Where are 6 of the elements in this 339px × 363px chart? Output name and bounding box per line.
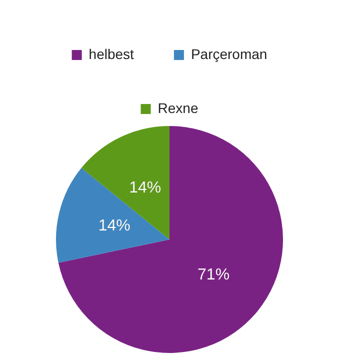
data-label: 71% — [198, 266, 230, 284]
legend-label: helbest — [88, 46, 134, 62]
data-label: 14% — [129, 180, 162, 197]
legend-label: Rexne — [158, 100, 198, 116]
data-label: 14% — [98, 218, 130, 235]
legend-label: Parçeroman — [190, 46, 268, 62]
